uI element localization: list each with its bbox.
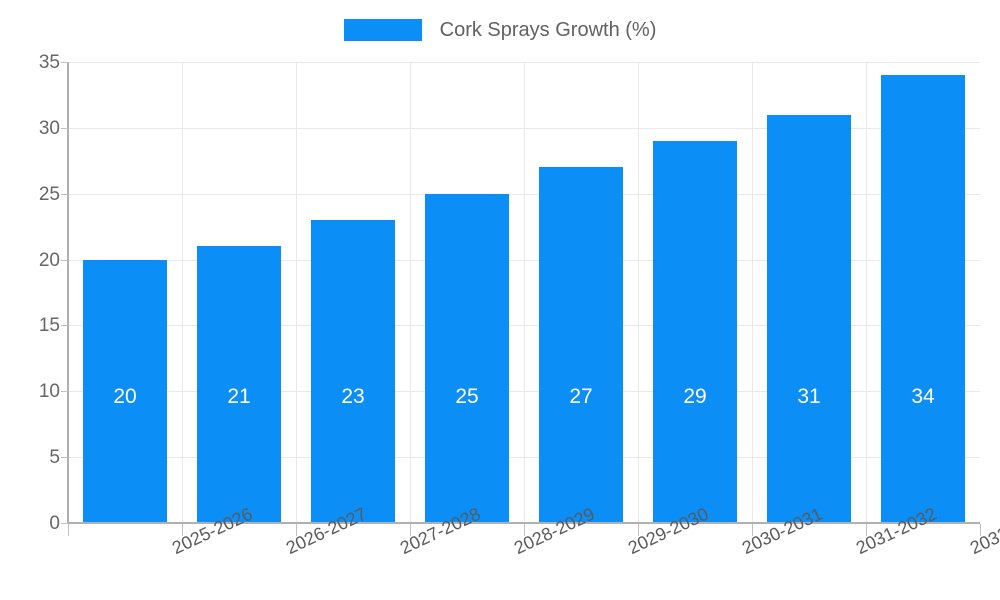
x-axis-tick-label: 2025-2026 — [169, 503, 256, 559]
x-axis-tick-mark — [68, 524, 69, 536]
x-axis-tick-mark — [866, 524, 867, 536]
y-axis-tick-mark — [61, 194, 68, 195]
bar[interactable]: 20 — [83, 260, 167, 523]
x-axis-tick-label: 2026-2027 — [283, 503, 370, 559]
x-axis-tick-mark — [638, 524, 639, 536]
y-axis-tick-mark — [61, 457, 68, 458]
gridline-vertical — [638, 62, 639, 523]
x-axis-tick-mark — [296, 524, 297, 536]
y-axis-tick-mark — [61, 325, 68, 326]
x-axis-tick-label: 2029-2030 — [625, 503, 712, 559]
x-axis-tick-label: 2028-2029 — [511, 503, 598, 559]
bar[interactable]: 21 — [197, 246, 281, 523]
legend-item-label: Cork Sprays Growth (%) — [439, 19, 657, 41]
bar-value-label: 34 — [911, 385, 935, 408]
y-axis-tick-label: 30 — [38, 118, 60, 139]
x-axis-tick-mark — [524, 524, 525, 536]
x-axis-line — [68, 522, 980, 524]
y-axis-tick-label: 20 — [38, 250, 60, 271]
x-axis-tick-label: 2031-2032 — [853, 503, 940, 559]
gridline-vertical — [182, 62, 183, 523]
x-axis-tick-mark — [182, 524, 183, 536]
bar-value-label: 21 — [227, 385, 251, 408]
y-axis-line — [67, 62, 69, 524]
legend-swatch-icon — [343, 19, 422, 41]
bar-value-label: 29 — [683, 385, 707, 408]
y-axis-tick-mark — [61, 128, 68, 129]
gridline-vertical — [524, 62, 525, 523]
x-axis-tick-label: 2032-2033 — [967, 503, 1000, 559]
bar[interactable]: 31 — [767, 115, 851, 523]
x-axis-tick-label: 2027-2028 — [397, 503, 484, 559]
y-axis-tick-mark — [61, 62, 68, 63]
bar[interactable]: 34 — [881, 75, 965, 523]
y-axis-tick-label: 5 — [49, 447, 60, 468]
y-axis-tick-label: 10 — [38, 381, 60, 402]
bar[interactable]: 27 — [539, 167, 623, 523]
y-axis-tick-label: 35 — [38, 52, 60, 73]
bar-value-label: 25 — [455, 385, 479, 408]
bar[interactable]: 29 — [653, 141, 737, 523]
plot-area: 20 21 23 25 27 29 31 34 — [68, 62, 980, 524]
gridline-vertical — [296, 62, 297, 523]
bar-value-label: 27 — [569, 385, 593, 408]
bar[interactable]: 23 — [311, 220, 395, 523]
bar-value-label: 20 — [113, 385, 137, 408]
gridline-vertical — [866, 62, 867, 523]
gridline-vertical — [410, 62, 411, 523]
chart-legend: Cork Sprays Growth (%) — [0, 12, 1000, 48]
x-axis-tick-mark — [410, 524, 411, 536]
y-axis-tick-label: 25 — [38, 184, 60, 205]
gridline-vertical — [752, 62, 753, 523]
x-axis-tick-mark — [752, 524, 753, 536]
y-axis-tick-mark — [61, 391, 68, 392]
bar-value-label: 23 — [341, 385, 365, 408]
bar-value-label: 31 — [797, 385, 821, 408]
x-axis-tick-label: 2030-2031 — [739, 503, 826, 559]
y-axis-tick-label: 15 — [38, 315, 60, 336]
x-axis-tick-mark — [980, 524, 981, 536]
y-axis-tick-label: 0 — [49, 513, 60, 534]
bar[interactable]: 25 — [425, 194, 509, 523]
y-axis-tick-mark — [61, 260, 68, 261]
y-axis-tick-mark — [61, 523, 68, 524]
y-axis-tick-labels: 0 5 10 15 20 25 30 35 — [0, 0, 60, 600]
